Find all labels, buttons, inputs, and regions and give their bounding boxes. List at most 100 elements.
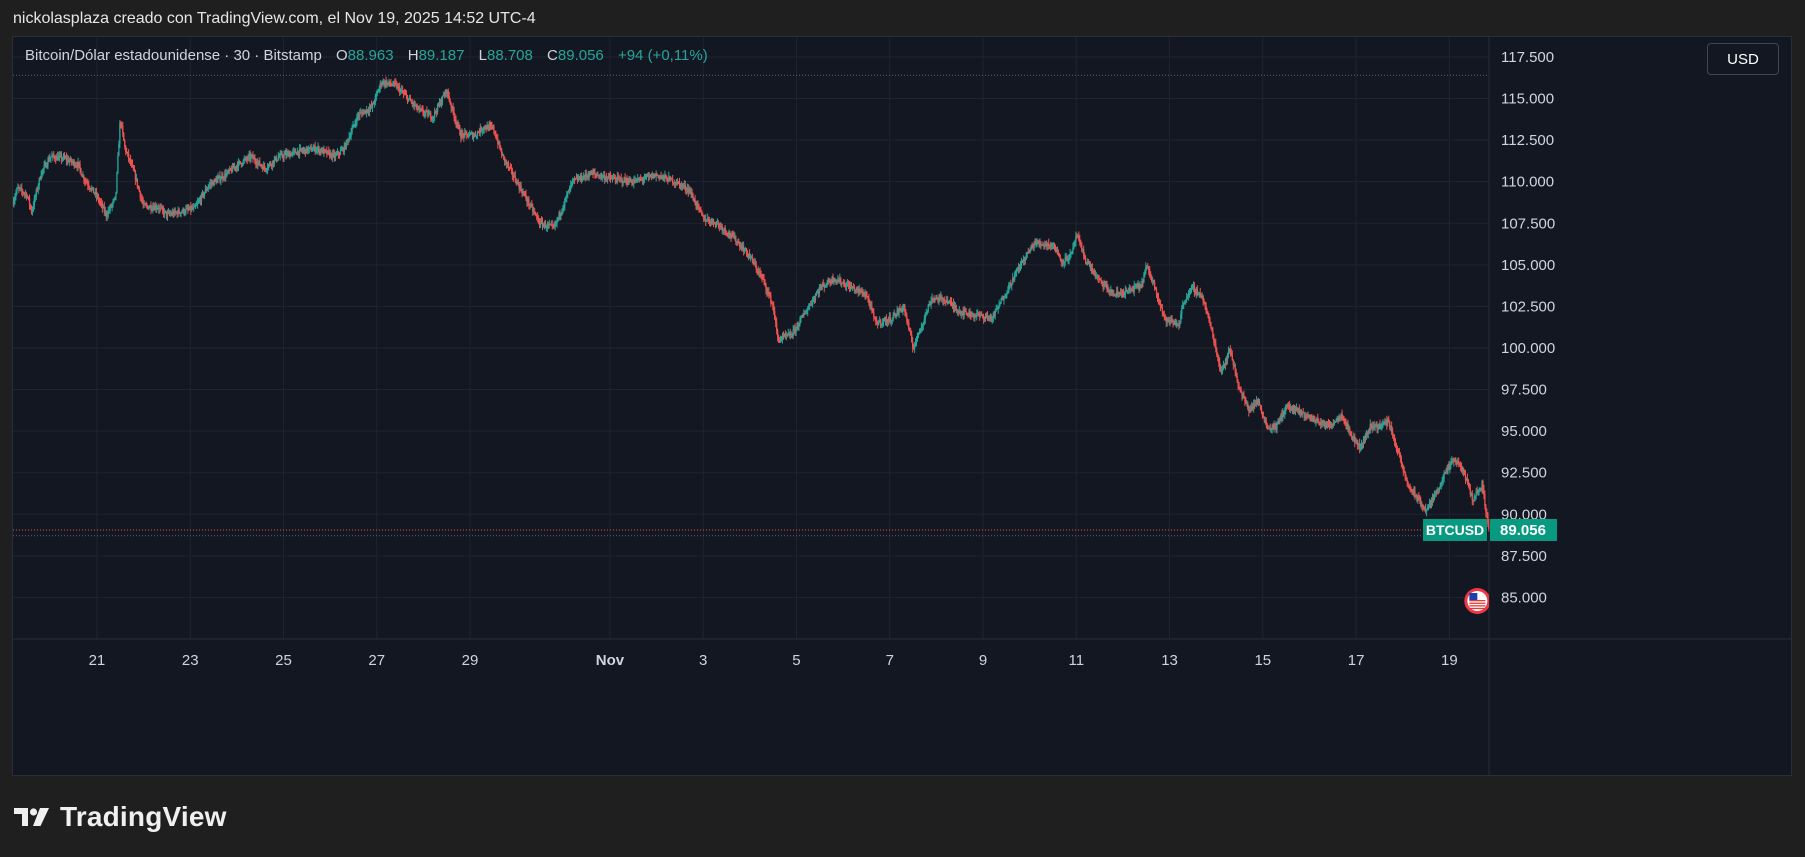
candle-body <box>1154 287 1157 289</box>
candle-body <box>122 125 124 134</box>
candle-body <box>1090 268 1093 270</box>
candle <box>1333 419 1335 426</box>
candle-body <box>1181 307 1183 315</box>
candle-body <box>664 175 666 179</box>
candle <box>121 121 123 129</box>
candle <box>534 208 536 216</box>
candle-body <box>997 307 999 309</box>
candle <box>356 113 358 127</box>
candle <box>40 170 42 181</box>
candle-body <box>1461 468 1464 472</box>
candle-body <box>115 192 117 197</box>
candle <box>1189 287 1192 295</box>
candle <box>834 277 836 283</box>
candle <box>352 120 354 129</box>
price-tick-label: 97.500 <box>1501 382 1547 399</box>
candle <box>1359 443 1362 452</box>
candle-body <box>1119 293 1122 295</box>
candle-body <box>1254 404 1257 406</box>
candle-body <box>1431 497 1434 502</box>
candle <box>757 266 759 276</box>
price-tick-label: 115.000 <box>1501 91 1554 108</box>
candle-body <box>87 182 89 186</box>
candle-body <box>944 299 946 302</box>
candle-body <box>1475 491 1477 496</box>
candle <box>163 208 166 219</box>
candle <box>419 104 421 113</box>
candle-body <box>714 223 717 226</box>
candle-body <box>367 111 370 113</box>
candle <box>1373 420 1375 430</box>
candle-body <box>999 303 1001 305</box>
candle-body <box>80 168 82 175</box>
candle-body <box>159 207 161 210</box>
candle <box>837 275 839 284</box>
candle <box>550 220 552 227</box>
candle <box>569 185 571 195</box>
chart-pane[interactable]: 85.000 87.500 90.000 92.500 95.000 97.500 100.… <box>12 36 1792 776</box>
candle-body <box>76 165 78 168</box>
candle <box>1360 439 1363 451</box>
candle-body <box>129 159 132 164</box>
candle-body <box>995 309 997 311</box>
candle-body <box>627 182 629 184</box>
candle-body <box>546 224 549 228</box>
candle-body <box>956 311 959 313</box>
candle <box>793 325 795 335</box>
candle-body <box>980 313 982 316</box>
candle-body <box>968 311 970 316</box>
candle <box>722 228 724 235</box>
candle <box>492 125 494 130</box>
candle <box>1463 469 1466 476</box>
candle-body <box>268 163 271 165</box>
candle-body <box>1433 493 1436 500</box>
candle <box>180 211 182 218</box>
candle-body <box>1172 321 1174 324</box>
candle-body <box>269 163 272 165</box>
candle <box>362 108 364 117</box>
candle <box>1392 433 1395 441</box>
candle <box>845 281 848 292</box>
candle <box>1011 282 1013 291</box>
candle-body <box>1456 463 1458 465</box>
candle-body <box>1196 288 1198 295</box>
candle-body <box>411 101 413 105</box>
candle-body <box>416 104 418 110</box>
candle <box>1322 420 1324 428</box>
candle <box>474 130 477 137</box>
candle-body <box>1360 444 1363 448</box>
candle-body <box>687 188 689 193</box>
candle <box>427 110 429 119</box>
candle <box>504 159 507 166</box>
candle <box>1115 293 1117 298</box>
candle <box>758 268 760 278</box>
candle-body <box>831 277 833 283</box>
candle-body <box>816 291 819 294</box>
candle <box>616 171 618 185</box>
candle-body <box>794 328 796 332</box>
candle <box>494 130 496 137</box>
candle-body <box>61 158 64 160</box>
candle <box>1253 399 1255 413</box>
candle-body <box>1462 468 1465 473</box>
candle <box>1416 493 1418 503</box>
candle-body <box>1416 495 1418 501</box>
candle-body <box>1163 314 1165 317</box>
candle <box>589 170 591 177</box>
candle-body <box>461 132 463 139</box>
price-chart[interactable]: 85.00087.50090.00092.50095.00097.500100.… <box>13 37 1791 775</box>
candle <box>1125 287 1128 293</box>
candle-body <box>1242 395 1244 397</box>
candle-body <box>1009 283 1011 285</box>
us-flag-icon[interactable] <box>1464 588 1490 614</box>
candle <box>1091 263 1094 275</box>
candle-body <box>455 119 457 124</box>
currency-button[interactable]: USD <box>1707 43 1779 75</box>
candle-body <box>821 284 823 287</box>
candle-body <box>887 319 890 321</box>
candle-body <box>1487 513 1489 524</box>
candle <box>678 177 681 189</box>
candle-body <box>128 158 131 160</box>
candle-body <box>47 159 49 166</box>
candle-body <box>460 135 462 139</box>
